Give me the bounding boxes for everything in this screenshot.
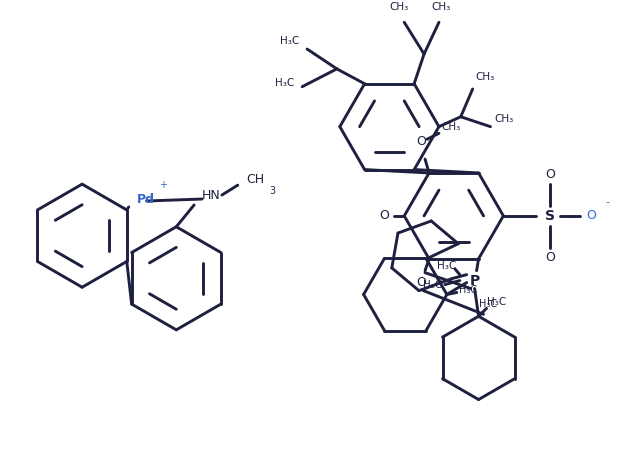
Text: O: O xyxy=(380,209,389,222)
Text: H₂C: H₂C xyxy=(424,280,443,290)
Text: CH₃: CH₃ xyxy=(475,72,494,82)
Text: O: O xyxy=(545,168,555,181)
Text: +: + xyxy=(159,180,168,190)
Text: HN: HN xyxy=(202,188,220,202)
Text: H₃C: H₃C xyxy=(479,299,497,309)
Text: CH₃: CH₃ xyxy=(495,114,514,124)
Text: Pd: Pd xyxy=(136,193,155,205)
Text: H₃C: H₃C xyxy=(437,261,456,271)
Text: CH₃: CH₃ xyxy=(441,122,460,133)
Text: -: - xyxy=(605,197,609,207)
Text: O: O xyxy=(587,209,596,222)
Text: O: O xyxy=(545,251,555,264)
Text: P: P xyxy=(470,274,480,288)
Text: O: O xyxy=(416,135,426,148)
Text: O: O xyxy=(416,276,426,289)
Text: H₃C: H₃C xyxy=(275,78,294,88)
Text: S: S xyxy=(545,209,555,223)
Text: 3: 3 xyxy=(269,186,275,196)
Text: CH: CH xyxy=(246,172,264,186)
Text: H₃C: H₃C xyxy=(280,36,299,46)
Text: CH₃: CH₃ xyxy=(390,2,409,12)
Text: CH₃: CH₃ xyxy=(431,2,451,12)
Text: H₃C: H₃C xyxy=(487,298,506,307)
Text: H₃C: H₃C xyxy=(459,284,477,295)
